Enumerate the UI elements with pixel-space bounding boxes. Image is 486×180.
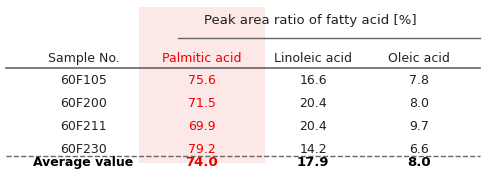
Text: 60F230: 60F230 [60,143,107,156]
Text: 60F105: 60F105 [60,74,107,87]
Text: 7.8: 7.8 [409,74,429,87]
Text: Average value: Average value [34,156,134,169]
Text: 79.2: 79.2 [188,143,216,156]
Text: Oleic acid: Oleic acid [388,52,451,65]
Text: 71.5: 71.5 [188,97,216,110]
Text: 60F200: 60F200 [60,97,107,110]
Text: 6.6: 6.6 [410,143,429,156]
Text: 8.0: 8.0 [409,97,429,110]
Bar [139,7,265,163]
Text: Linoleic acid: Linoleic acid [274,52,352,65]
Text: 14.2: 14.2 [299,143,327,156]
Text: Sample No.: Sample No. [48,52,120,65]
Text: 9.7: 9.7 [409,120,429,133]
Text: Peak area ratio of fatty acid [%]: Peak area ratio of fatty acid [%] [204,14,417,27]
Text: 75.6: 75.6 [188,74,216,87]
Text: Palmitic acid: Palmitic acid [162,52,242,65]
Text: 69.9: 69.9 [188,120,216,133]
Text: 20.4: 20.4 [299,120,327,133]
Text: 17.9: 17.9 [297,156,330,169]
Text: 16.6: 16.6 [299,74,327,87]
Text: 20.4: 20.4 [299,97,327,110]
Text: 8.0: 8.0 [408,156,431,169]
Text: 74.0: 74.0 [186,156,218,169]
Text: 60F211: 60F211 [60,120,107,133]
